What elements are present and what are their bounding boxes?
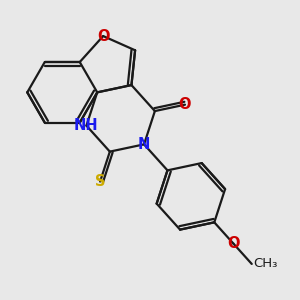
Text: CH₃: CH₃	[253, 257, 278, 270]
Text: S: S	[95, 174, 105, 189]
Text: O: O	[179, 97, 191, 112]
Text: O: O	[97, 28, 110, 44]
Text: NH: NH	[74, 118, 99, 133]
Text: N: N	[138, 137, 150, 152]
Text: O: O	[227, 236, 240, 251]
